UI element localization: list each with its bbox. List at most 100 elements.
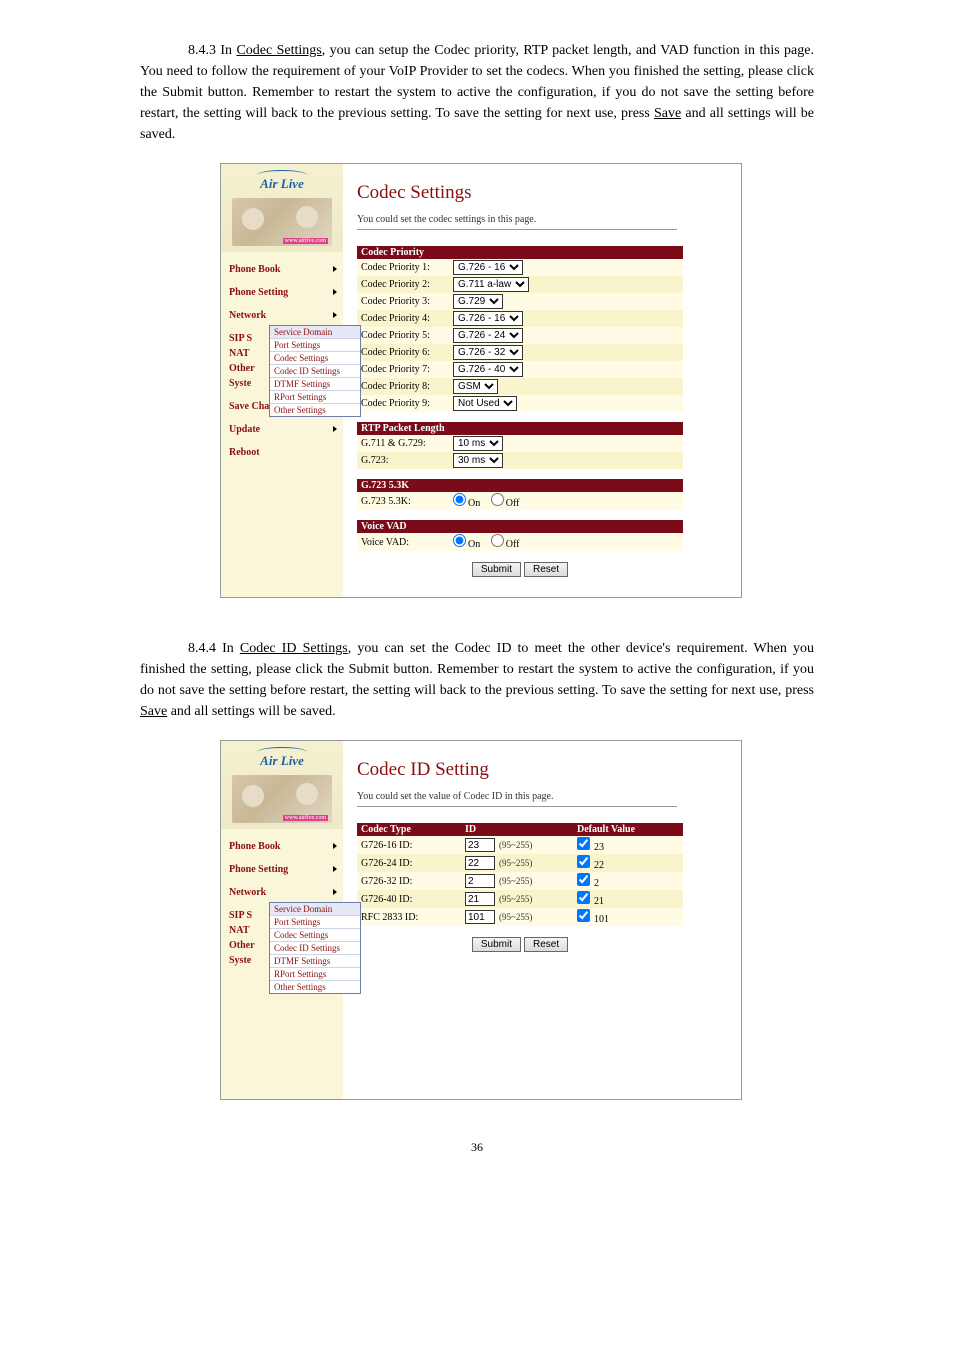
chevron-right-icon [333,426,337,432]
submenu2-codec-id-settings[interactable]: Codec ID Settings [270,942,360,955]
codec-id-input[interactable] [465,874,495,888]
codec-id-label: G726-32 ID: [357,872,461,890]
submenu2-dtmf-settings[interactable]: DTMF Settings [270,955,360,968]
vad-on-option[interactable]: On [453,539,480,550]
codec-priority-select[interactable]: G.711 a-law [453,277,529,292]
codec-priority-label: Codec Priority 3: [357,293,449,310]
vad-off-option[interactable]: Off [491,539,520,550]
codec-id-default-cell: 21 [573,890,683,908]
nav2-phone-book[interactable]: Phone Book [221,835,343,858]
submenu-service-domain[interactable]: Service Domain [270,326,360,339]
codec-id-value-cell: (95~255) [461,836,573,854]
nav2-phone-setting[interactable]: Phone Setting [221,858,343,881]
g723-off-radio[interactable] [491,493,504,506]
submenu-port-settings[interactable]: Port Settings [270,339,360,352]
codec-priority-select[interactable]: G.726 - 24 [453,328,523,343]
reset-button[interactable]: Reset [524,562,568,577]
g723-radio-group: On Off [449,492,683,510]
codec-settings-screenshot: Air Live www.airlive.com Phone Book Phon… [220,163,742,598]
nav-network[interactable]: Network [221,304,343,327]
submenu2-other-settings[interactable]: Other Settings [270,981,360,993]
g723-on-option[interactable]: On [453,498,480,509]
para2-pre: 8.4.4 In [188,641,240,656]
rtp-select[interactable]: 30 ms [453,453,503,468]
codec-priority-select[interactable]: G.726 - 40 [453,362,523,377]
codec-priority-select[interactable]: G.726 - 16 [453,311,523,326]
nav-reboot[interactable]: Reboot [221,441,343,464]
codec-id-default-checkbox[interactable] [577,909,590,922]
codec-priority-select[interactable]: Not Used [453,396,517,411]
g723-off-option[interactable]: Off [491,498,520,509]
codec-id-default-checkbox[interactable] [577,873,590,886]
codec-id-default-checkbox[interactable] [577,837,590,850]
submenu2-service-domain[interactable]: Service Domain [270,903,360,916]
codec-settings-title: Codec Settings [357,182,727,204]
submenu2-rport-settings[interactable]: RPort Settings [270,968,360,981]
codec-id-row: G726-16 ID:(95~255) 23 [357,836,683,854]
nav-update[interactable]: Update [221,418,343,441]
nav-phone-book[interactable]: Phone Book [221,258,343,281]
para1-link1: Codec Settings [236,43,321,58]
vad-off-radio[interactable] [491,534,504,547]
codec-priority-row: Codec Priority 6:G.726 - 32 [357,344,683,361]
codec-id-button-row: Submit Reset [357,936,683,952]
codec-id-input[interactable] [465,910,495,924]
codec-priority-label: Codec Priority 5: [357,327,449,344]
submenu-codec-id-settings[interactable]: Codec ID Settings [270,365,360,378]
codec-priority-row: Codec Priority 2:G.711 a-law [357,276,683,293]
rtp-select[interactable]: 10 ms [453,436,503,451]
nav-nat-label: NAT [229,348,249,359]
codec-priority-row: Codec Priority 5: G.726 - 24 [357,327,683,344]
nav2-network[interactable]: Network [221,881,343,904]
submenu-rport-settings[interactable]: RPort Settings [270,391,360,404]
submenu2-codec-settings[interactable]: Codec Settings [270,929,360,942]
codec-id-row: G726-32 ID: (95~255) 2 [357,872,683,890]
codec-default-header: Default Value [573,823,683,836]
rtp-packet-header: RTP Packet Length [357,422,683,435]
submit-button-2[interactable]: Submit [472,937,521,952]
codec-priority-select[interactable]: G.726 - 16 [453,260,523,275]
codec-id-row: RFC 2833 ID:(95~255)101 [357,908,683,926]
submit-button[interactable]: Submit [472,562,521,577]
codec-id-default-value: 21 [594,896,604,907]
g723-on-radio[interactable] [453,493,466,506]
codec-priority-row: Codec Priority 9:Not Used [357,395,683,412]
reset-button-2[interactable]: Reset [524,937,568,952]
codec-id-input[interactable] [465,856,495,870]
codec-priority-select[interactable]: GSM [453,379,498,394]
submenu-other-settings[interactable]: Other Settings [270,404,360,416]
sidebar-2: Air Live www.airlive.com Phone Book Phon… [221,741,343,1099]
codec-id-input[interactable] [465,892,495,906]
codec-id-row: G726-40 ID:(95~255)21 [357,890,683,908]
codec-id-value-cell: (95~255) [461,890,573,908]
chevron-right-icon [333,889,337,895]
codec-priority-select[interactable]: G.729 [453,294,503,309]
logo-url: www.airlive.com [283,238,328,244]
chevron-right-icon [333,312,337,318]
codec-id-default-value: 22 [594,860,604,871]
para2-link1: Codec ID Settings [240,641,348,656]
page-number: 36 [0,1140,954,1155]
codec-id-default-cell: 22 [573,854,683,872]
para2-link2: Save [140,704,167,719]
codec-id-default-checkbox[interactable] [577,855,590,868]
codec-id-input[interactable] [465,838,495,852]
nav-other-label: Other [229,363,255,374]
codec-id-range: (95~255) [499,858,532,868]
codec-id-default-checkbox[interactable] [577,891,590,904]
codec-priority-label: Codec Priority 8: [357,378,449,395]
g723-header: G.723 5.3K [357,479,683,492]
submenu-dtmf-settings[interactable]: DTMF Settings [270,378,360,391]
codec-id-default-value: 23 [594,842,604,853]
codec-id-range: (95~255) [499,876,532,886]
divider [357,229,677,230]
codec-id-default-cell: 23 [573,836,683,854]
codec-priority-select[interactable]: G.726 - 32 [453,345,523,360]
nav-phone-setting[interactable]: Phone Setting [221,281,343,304]
vad-on-radio[interactable] [453,534,466,547]
sip-submenu-2: Service Domain Port Settings Codec Setti… [269,902,361,994]
submenu-codec-settings[interactable]: Codec Settings [270,352,360,365]
submenu2-port-settings[interactable]: Port Settings [270,916,360,929]
codec-id-default-cell: 2 [573,872,683,890]
codec-id-label: G726-16 ID: [357,836,461,854]
